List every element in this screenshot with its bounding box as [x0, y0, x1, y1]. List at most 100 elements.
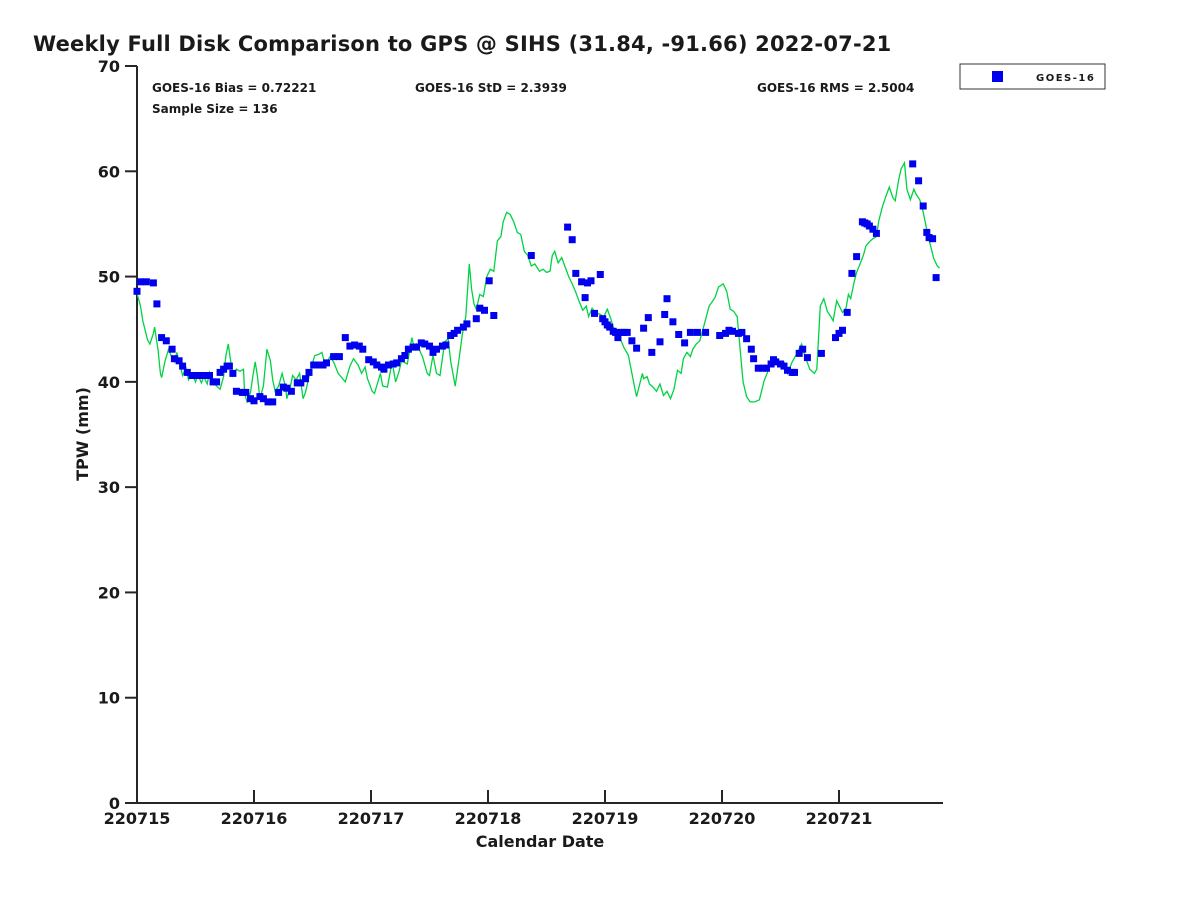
goes16-marker — [142, 278, 150, 286]
x-tick-label: 220719 — [572, 809, 639, 828]
goes16-marker — [932, 274, 940, 282]
stat-rms: GOES-16 RMS = 2.5004 — [757, 81, 914, 95]
goes16-marker — [232, 387, 240, 395]
goes16-marker — [640, 324, 648, 332]
y-tick-label: 40 — [98, 373, 120, 392]
plot-series-layer — [133, 160, 941, 406]
goes16-marker — [335, 353, 343, 361]
x-tick-label: 220716 — [221, 809, 288, 828]
goes16-marker — [229, 369, 237, 377]
goes16-marker — [426, 342, 433, 350]
goes16-marker — [872, 229, 880, 237]
stat-sample-size: Sample Size = 136 — [152, 102, 278, 116]
x-tick-label: 220720 — [689, 809, 756, 828]
goes16-marker — [784, 366, 791, 374]
legend: GOES-16 — [959, 63, 1106, 90]
goes16-marker — [702, 328, 710, 336]
goes16-marker — [201, 372, 209, 379]
goes16-marker — [693, 328, 701, 336]
goes16-marker — [587, 277, 595, 285]
goes16-marker — [527, 252, 535, 259]
goes16-marker — [661, 311, 669, 318]
chart-title: Weekly Full Disk Comparison to GPS @ SIH… — [33, 32, 891, 56]
goes16-marker — [259, 395, 267, 403]
goes16-marker — [564, 223, 572, 231]
goes16-marker — [463, 320, 471, 328]
goes16-marker — [669, 318, 677, 326]
x-tick-label: 220717 — [338, 809, 405, 828]
goes16-marker — [572, 269, 580, 277]
goes16-marker — [681, 339, 689, 347]
goes16-marker — [909, 160, 917, 168]
goes16-marker — [780, 362, 788, 370]
goes16-marker — [385, 361, 392, 369]
goes16-marker — [269, 398, 277, 406]
legend-marker-goes16 — [992, 71, 1003, 82]
goes16-marker — [803, 354, 811, 362]
goes16-marker — [817, 349, 825, 357]
goes16-marker — [314, 361, 322, 369]
goes16-marker — [225, 362, 233, 370]
goes16-marker — [612, 328, 619, 336]
goes16-marker — [192, 372, 199, 379]
goes16-marker — [168, 345, 176, 353]
goes16-marker — [644, 314, 652, 322]
axes-layer: 220715 220716 220717 220718 220719 220720 2207… — [98, 57, 943, 828]
goes16-marker — [795, 349, 803, 357]
goes16-marker — [759, 364, 767, 372]
goes16-marker — [133, 287, 141, 295]
goes16-marker — [365, 356, 373, 364]
goes16-marker — [485, 277, 493, 285]
goes16-marker — [341, 334, 349, 342]
goes16-marker — [716, 332, 724, 339]
x-tick-label: 220715 — [104, 809, 171, 828]
goes16-marker — [628, 337, 636, 345]
goes16-marker — [853, 253, 861, 261]
goes16-marker — [158, 334, 166, 342]
goes16-marker — [170, 355, 178, 363]
goes16-marker — [675, 331, 683, 338]
legend-label-goes16: GOES-16 — [1036, 73, 1095, 84]
goes16-marker — [596, 271, 604, 278]
goes16-marker — [297, 379, 305, 387]
goes16-marker — [799, 345, 807, 353]
y-tick-label: 70 — [98, 57, 120, 76]
goes16-marker — [738, 328, 746, 336]
goes16-marker — [472, 315, 480, 323]
goes16-marker — [323, 359, 330, 367]
goes16-marker — [351, 341, 359, 349]
goes16-marker — [614, 334, 622, 342]
goes16-marker — [767, 360, 775, 368]
goes16-marker — [242, 388, 250, 396]
goes16-marker — [275, 388, 283, 396]
goes16-marker — [750, 355, 758, 363]
goes16-marker — [175, 357, 183, 365]
goes16-marker — [421, 340, 429, 348]
goes16-marker — [454, 326, 462, 334]
goes16-marker — [476, 304, 484, 312]
goes16-marker — [747, 345, 755, 353]
goes16-marker — [213, 378, 221, 386]
goes16-marker — [401, 352, 409, 359]
goes16-marker — [848, 269, 856, 277]
stat-std: GOES-16 StD = 2.3939 — [415, 81, 567, 95]
goes16-marker — [832, 334, 839, 342]
goes16-marker — [264, 398, 272, 406]
goes16-marker — [490, 312, 498, 319]
goes16-marker — [183, 368, 191, 376]
x-tick-label: 220718 — [455, 809, 522, 828]
goes16-marker — [393, 359, 401, 367]
goes16-marker — [481, 306, 488, 314]
goes16-marker — [153, 300, 161, 308]
goes16-marker — [923, 228, 931, 236]
goes16-marker — [250, 397, 258, 405]
legend-box — [959, 63, 1106, 90]
goes16-marker — [149, 279, 157, 287]
goes16-marker — [869, 225, 877, 233]
goes16-marker — [287, 387, 295, 395]
goes16-marker — [772, 358, 780, 366]
goes16-marker — [305, 368, 313, 376]
y-axis-title: TPW (mm) — [73, 387, 92, 481]
goes16-marker — [137, 278, 144, 286]
